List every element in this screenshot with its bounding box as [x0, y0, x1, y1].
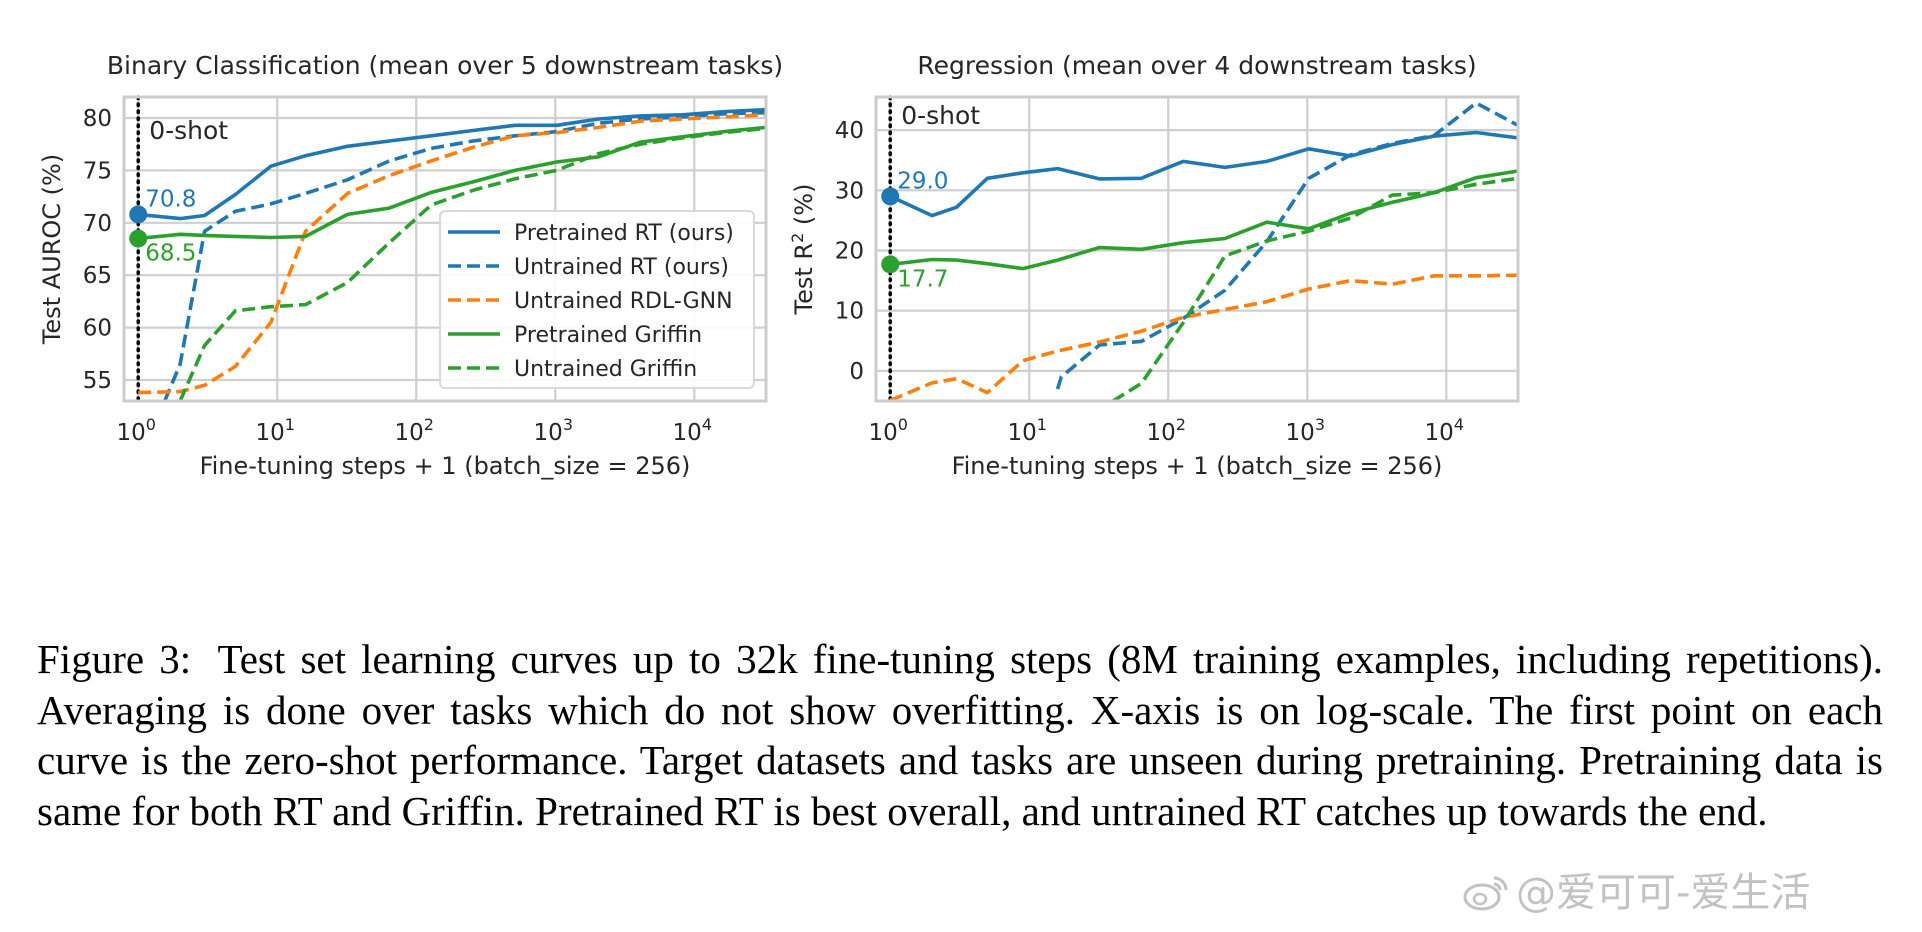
figure: 100 101 102 103 104 55 60 65 70 75 80 Binary Classi… [38, 51, 1520, 480]
legend-box [439, 210, 755, 389]
series-line-untrained-rdl-gnn [138, 113, 766, 395]
series-line-untrained-rdl-gnn [889, 273, 1518, 401]
x-tick-label: 102 [1147, 415, 1186, 446]
weibo-icon [1463, 876, 1508, 911]
plot-frame [122, 95, 768, 403]
y-tick-label: 70 [83, 211, 112, 237]
y-tick-label: 55 [83, 368, 112, 394]
series-line-untrained-griffin [1111, 176, 1518, 401]
y-tick-label: 20 [835, 239, 864, 265]
legend-entry-label: Untrained Griffin [514, 357, 697, 382]
zero-shot-marker [129, 205, 148, 224]
x-tick-label: 104 [673, 415, 712, 446]
x-tick-label: 102 [395, 415, 434, 446]
zero-shot-value-label: 70.8 [145, 186, 196, 212]
chart-title: Regression (mean over 4 downstream tasks… [917, 51, 1476, 80]
x-tick-label: 104 [1425, 415, 1464, 446]
chart-panel-2: 100 101 102 103 104 0 10 20 30 40 Regression (mean… [788, 51, 1520, 480]
y-tick-label: 30 [835, 178, 864, 204]
series-line-untrained-rt-ours [1055, 101, 1518, 390]
y-tick-label: 75 [83, 158, 112, 184]
zero-shot-label: 0-shot [901, 101, 980, 130]
legend-entry-label: Pretrained Griffin [514, 323, 702, 348]
x-axis-label: Fine-tuning steps + 1 (batch_size = 256) [200, 452, 691, 480]
y-tick-label: 40 [835, 118, 864, 144]
y-tick-label: 80 [83, 106, 112, 132]
x-axis-label: Fine-tuning steps + 1 (batch_size = 256) [952, 452, 1443, 480]
zero-shot-label: 0-shot [149, 116, 228, 145]
legend-entry-label: Untrained RDL-GNN [514, 289, 733, 314]
watermark: @爱可可-爱生活 [1462, 860, 1810, 918]
x-tick-label: 103 [1286, 415, 1325, 446]
x-tick-label: 100 [868, 415, 907, 446]
watermark-text: @爱可可-爱生活 [1516, 870, 1811, 916]
y-tick-label: 60 [83, 316, 112, 342]
x-tick-label: 103 [534, 415, 573, 446]
series-line-pretrained-rt-ours [889, 130, 1518, 218]
series-line-pretrained-griffin [889, 169, 1518, 271]
zero-shot-marker [129, 229, 148, 248]
series-line-untrained-rt-ours [163, 110, 766, 401]
legend-entry-label: Pretrained RT (ours) [514, 221, 734, 246]
x-tick-label: 101 [1008, 415, 1047, 446]
zero-shot-marker [881, 187, 900, 206]
figure-caption: Figure 3: Test set learning curves up to… [37, 634, 1883, 836]
plot-frame [874, 95, 1520, 403]
series-line-untrained-griffin [178, 126, 766, 401]
caption-label: Figure 3: [37, 636, 192, 682]
x-tick-label: 101 [256, 415, 295, 446]
legend: Pretrained RT (ours) Untrained RT (ours) U… [439, 210, 755, 389]
y-axis-label: Test AUROC (%) [38, 154, 66, 345]
chart-panel-1: 100 101 102 103 104 55 60 65 70 75 80 Binary Classi… [38, 51, 783, 480]
caption-text: Test set learning curves up to 32k fine-… [37, 636, 1884, 834]
y-tick-label: 65 [83, 263, 112, 289]
zero-shot-value-label: 17.7 [897, 266, 948, 292]
y-tick-label: 0 [849, 359, 864, 385]
zero-shot-value-label: 68.5 [145, 241, 196, 267]
legend-entry-label: Untrained RT (ours) [514, 255, 729, 280]
series-line-pretrained-rt-ours [138, 107, 766, 221]
y-axis-label: Test R2 (%) [788, 184, 818, 316]
chart-title: Binary Classification (mean over 5 downs… [107, 51, 783, 80]
zero-shot-marker [881, 255, 900, 274]
zero-shot-value-label: 29.0 [897, 168, 948, 194]
x-tick-label: 100 [116, 415, 155, 446]
y-tick-label: 10 [835, 299, 864, 325]
